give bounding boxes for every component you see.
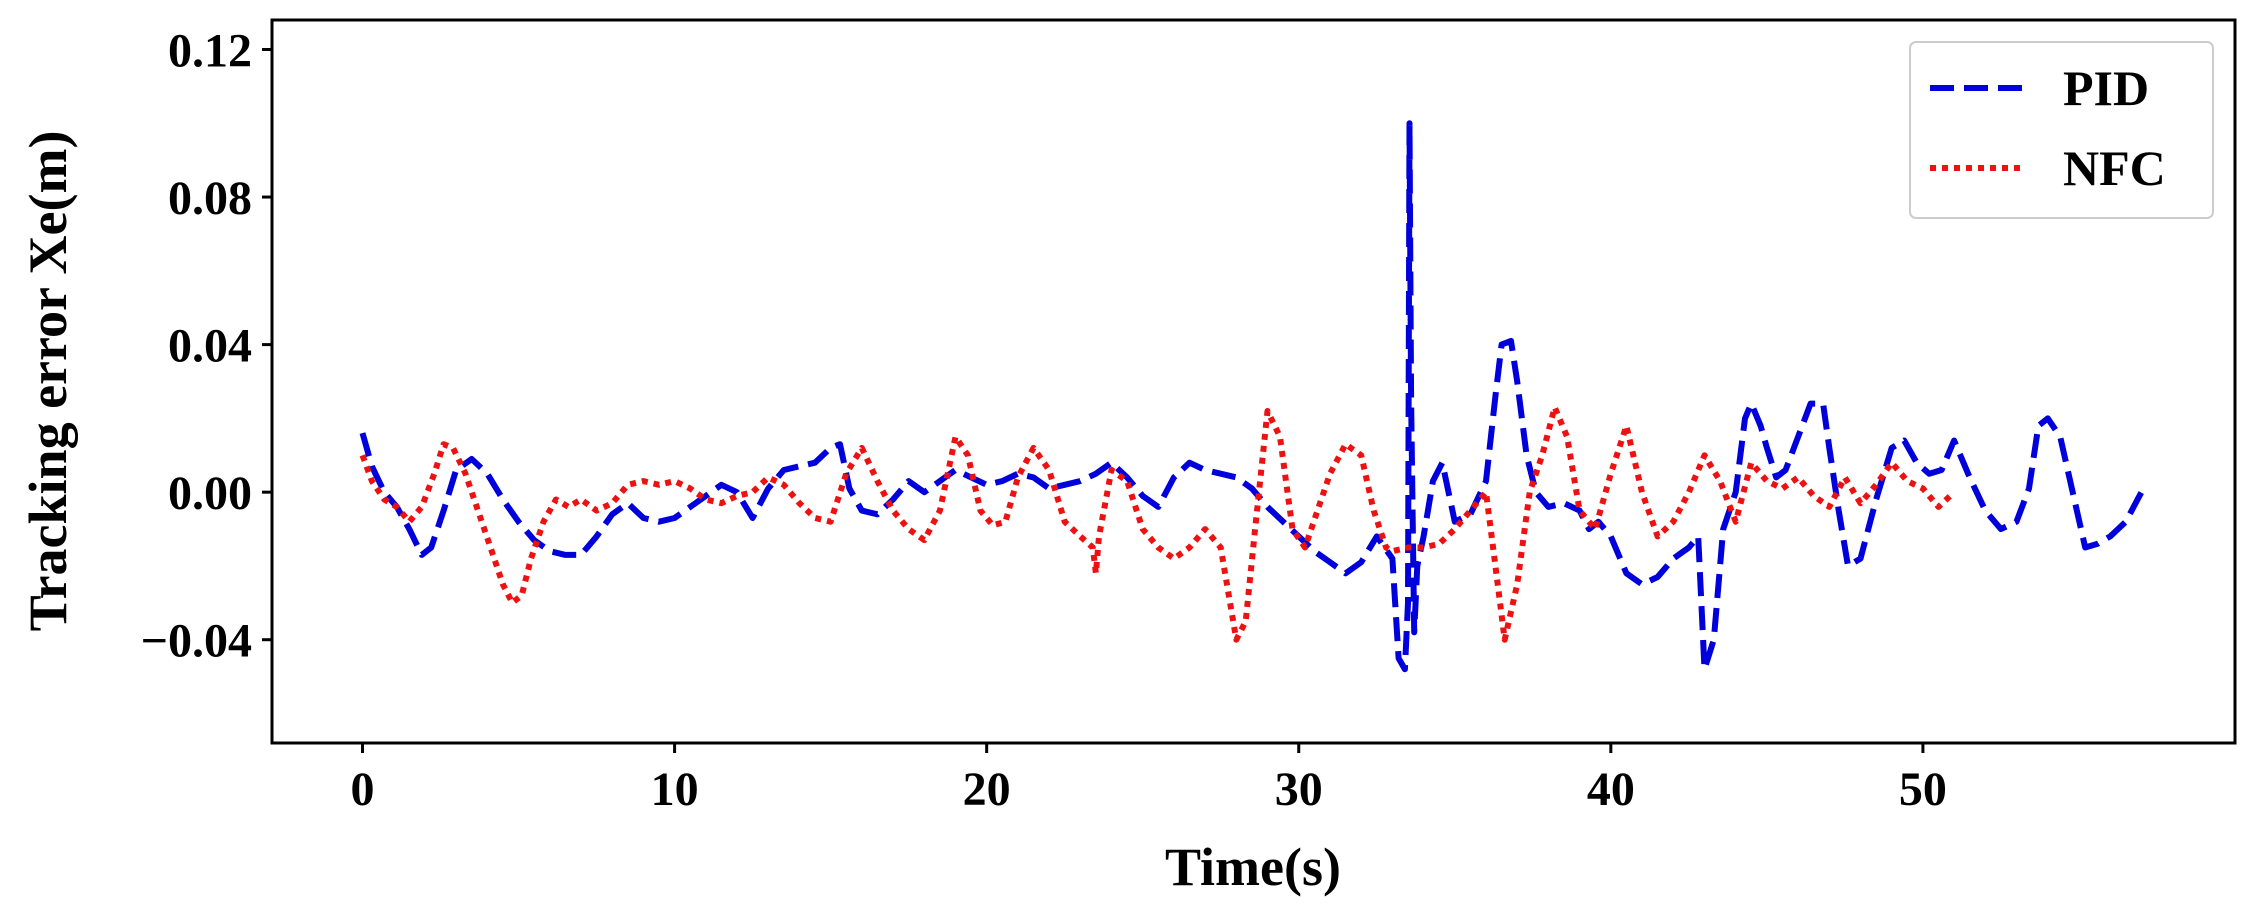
y-tick-label: −0.04: [141, 615, 252, 668]
x-tick-label: 50: [1899, 763, 1947, 816]
y-tick-label: 0.12: [168, 25, 252, 78]
x-tick-label: 20: [963, 763, 1011, 816]
x-axis-label: Time(s): [1165, 837, 1341, 897]
x-tick-label: 0: [351, 763, 375, 816]
x-tick-label: 40: [1587, 763, 1635, 816]
legend-nfc-label: NFC: [2063, 140, 2166, 196]
series-pid-line: [359, 120, 2145, 673]
legend-pid-label: PID: [2063, 60, 2149, 116]
series-layer: [359, 120, 2145, 673]
y-tick-label: 0.00: [168, 467, 252, 520]
y-tick-label: 0.08: [168, 172, 252, 225]
plot-frame: [270, 18, 2237, 745]
y-tick-label: 0.04: [168, 320, 252, 373]
legend: PID NFC: [1909, 41, 2214, 219]
ticks-layer: 0 10 20 30 40 50 −0.04 0.00 0.04 0.08 0.12: [141, 25, 1947, 816]
x-tick-label: 30: [1275, 763, 1323, 816]
series-nfc-line: [359, 404, 1957, 643]
y-axis-label: Tracking error Xe(m): [18, 131, 78, 632]
x-tick-label: 10: [651, 763, 699, 816]
legend-box: [1909, 41, 2214, 219]
